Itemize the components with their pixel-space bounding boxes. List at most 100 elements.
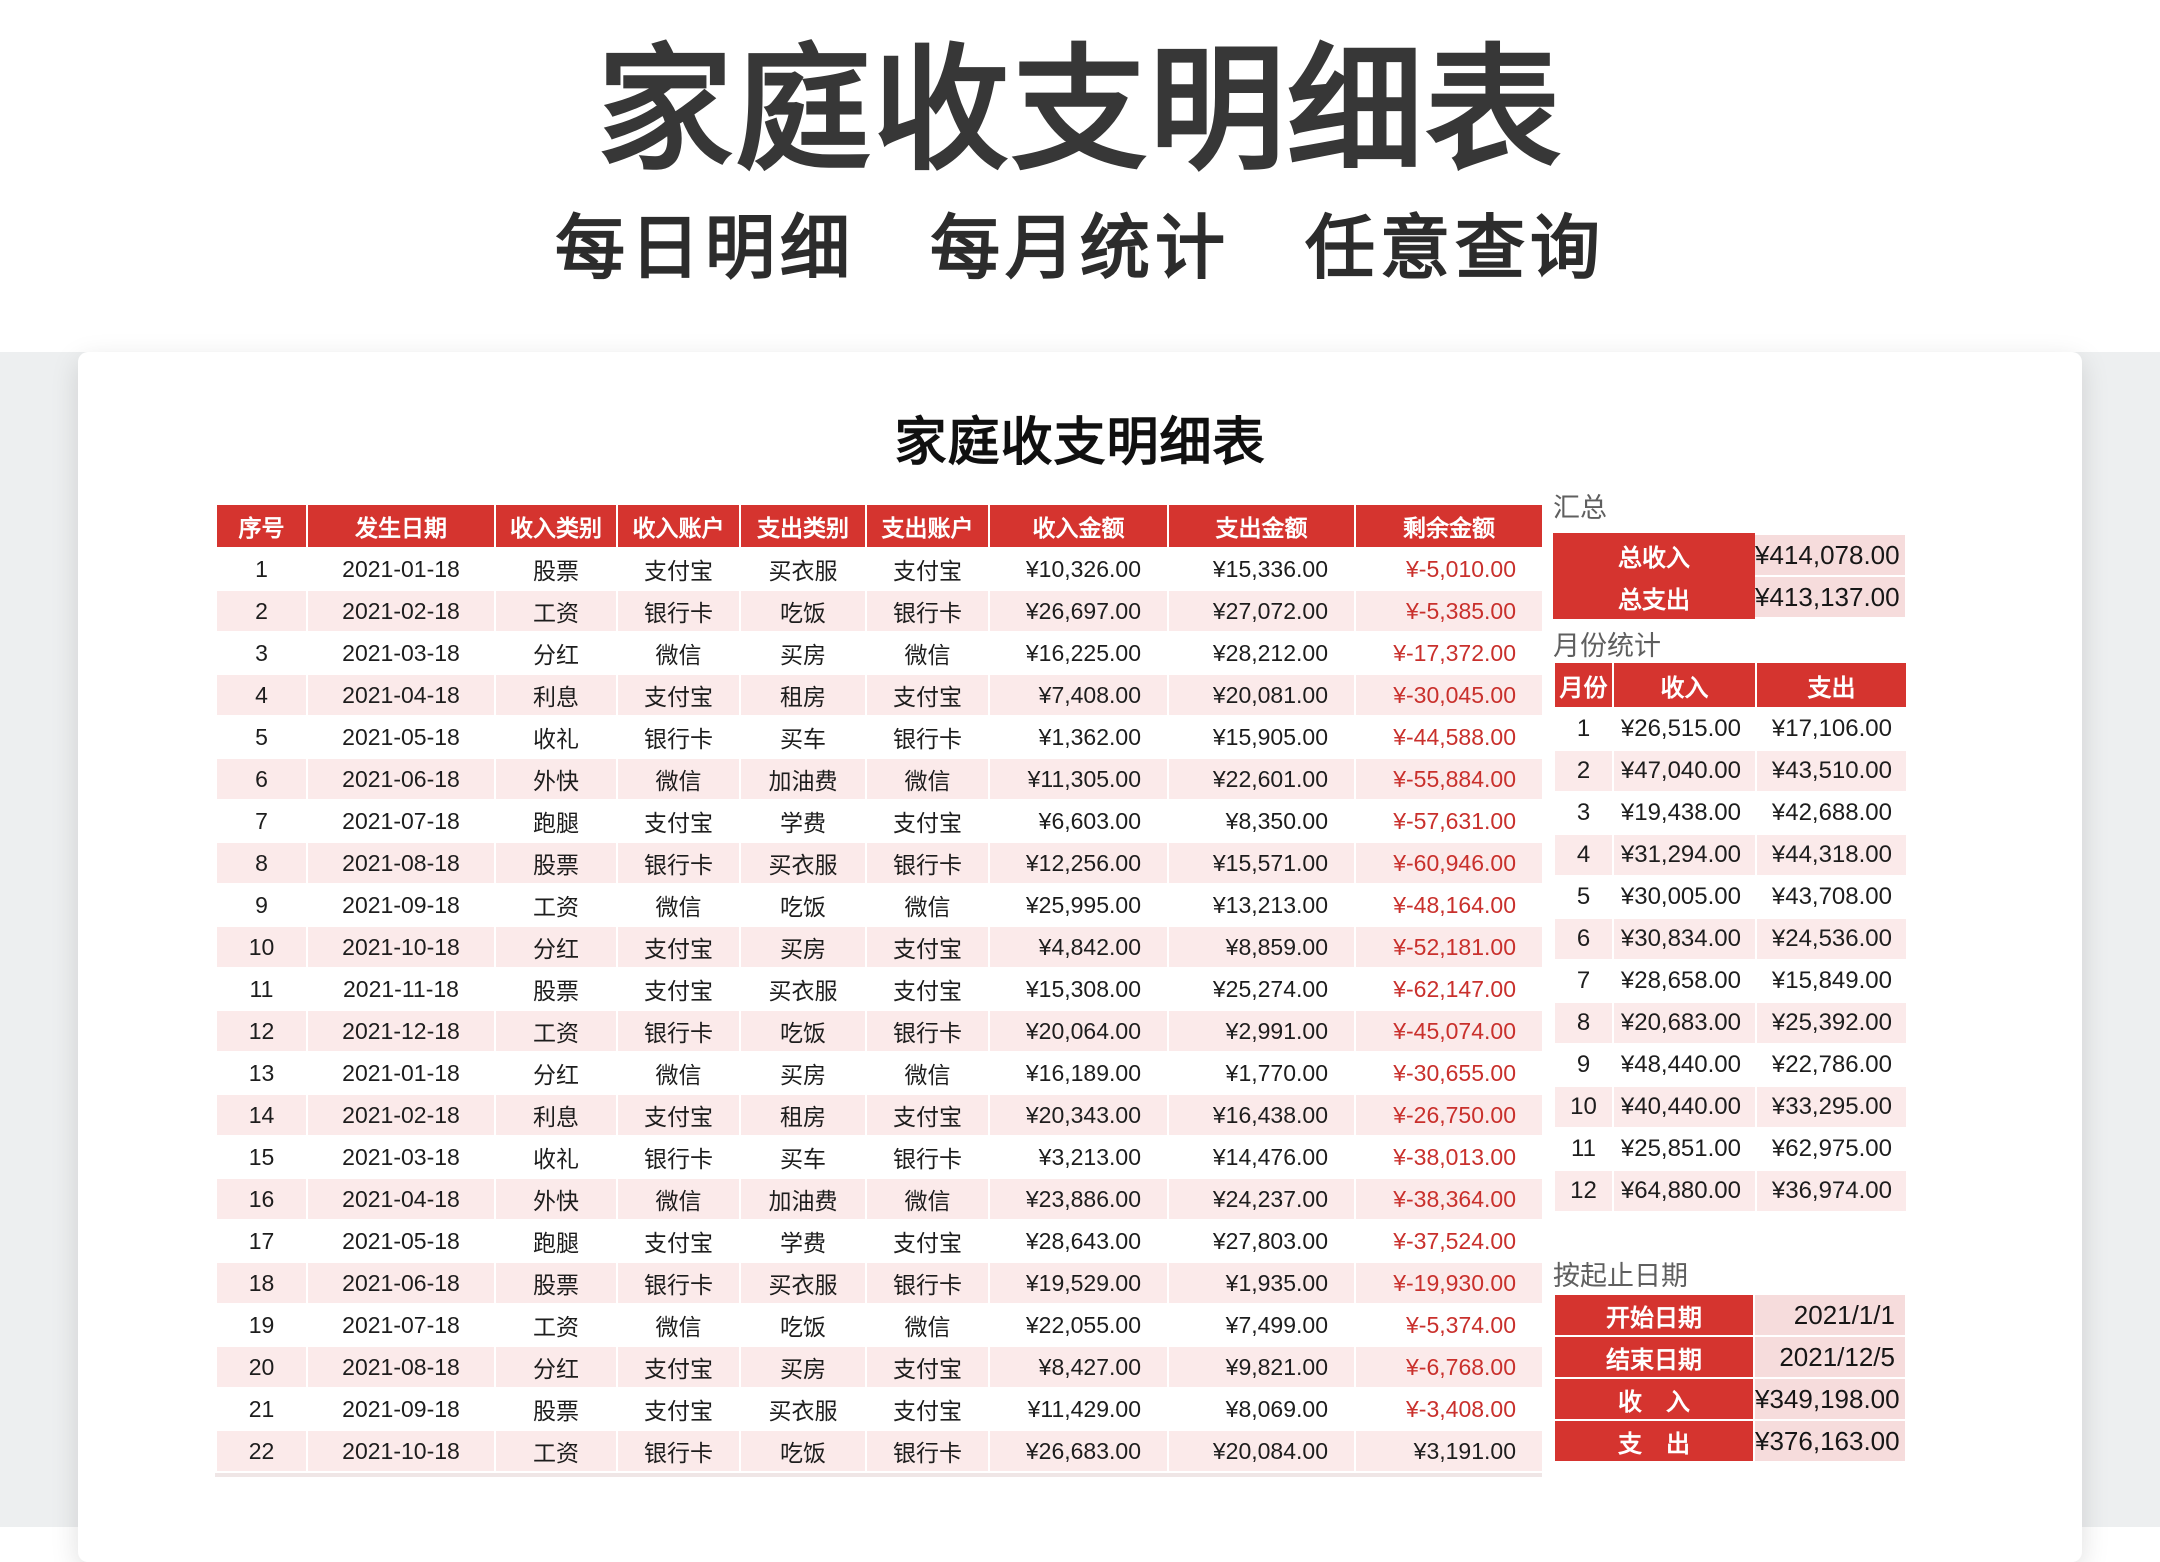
ledger-cell: ¥19,529.00 [988, 1261, 1169, 1305]
ledger-cell: ¥16,438.00 [1167, 1093, 1356, 1137]
monthly-month-cell: 2 [1553, 749, 1614, 793]
ledger-row: 9 2021-09-18 工资 微信 吃饭 微信 ¥25,995.00 ¥13,213.00 ¥… [215, 883, 1544, 927]
ledger-cell: 分红 [494, 1345, 618, 1389]
ledger-cell: 支付宝 [865, 1345, 990, 1389]
date-range-row: 结束日期 2021/12/5 [1553, 1335, 1907, 1379]
ledger-cell: 2021-07-18 [306, 799, 496, 843]
ledger-row: 2 2021-02-18 工资 银行卡 吃饭 银行卡 ¥26,697.00 ¥27,072.0… [215, 589, 1544, 633]
ledger-cell: 学费 [739, 1219, 867, 1263]
monthly-row: 2 ¥47,040.00 ¥43,510.00 [1553, 749, 1908, 793]
monthly-month-cell: 3 [1553, 791, 1614, 835]
ledger-cell: 银行卡 [616, 1429, 741, 1473]
summary-row-value: ¥413,137.00 [1753, 575, 1907, 619]
ledger-cell: 加油费 [739, 757, 867, 801]
monthly-income-cell: ¥30,005.00 [1612, 875, 1757, 919]
ledger-cell: 7 [215, 799, 308, 843]
ledger-cell: 4 [215, 673, 308, 717]
ledger-cell: 支付宝 [865, 1219, 990, 1263]
ledger-cell: ¥-17,372.00 [1354, 631, 1544, 675]
ledger-cell: ¥-38,364.00 [1354, 1177, 1544, 1221]
ledger-cell: ¥-6,768.00 [1354, 1345, 1544, 1389]
ledger-cell: ¥3,191.00 [1354, 1429, 1544, 1473]
date-range-row-label: 结束日期 [1553, 1335, 1755, 1379]
ledger-cell: 工资 [494, 589, 618, 633]
ledger-cell: ¥-45,074.00 [1354, 1009, 1544, 1053]
ledger-cell: ¥15,571.00 [1167, 841, 1356, 885]
summary-table: 总收入 ¥414,078.00 总支出 ¥413,137.00 [1553, 533, 1907, 619]
ledger-cell: 支付宝 [865, 673, 990, 717]
summary-row-label: 总收入 [1553, 533, 1755, 577]
ledger-cell: 12 [215, 1009, 308, 1053]
ledger-cell: 16 [215, 1177, 308, 1221]
ledger-cell: 吃饭 [739, 1429, 867, 1473]
ledger-cell: ¥26,697.00 [988, 589, 1169, 633]
monthly-month-cell: 10 [1553, 1085, 1614, 1129]
ledger-cell: ¥-37,524.00 [1354, 1219, 1544, 1263]
ledger-cell: ¥1,362.00 [988, 715, 1169, 759]
monthly-row: 12 ¥64,880.00 ¥36,974.00 [1553, 1169, 1908, 1213]
date-range-row-value: 2021/12/5 [1753, 1335, 1907, 1379]
ledger-cell: ¥16,225.00 [988, 631, 1169, 675]
ledger-cell: ¥10,326.00 [988, 547, 1169, 591]
ledger-cell: ¥-5,010.00 [1354, 547, 1544, 591]
ledger-cell: 银行卡 [865, 1135, 990, 1179]
ledger-cell: 2021-06-18 [306, 1261, 496, 1305]
ledger-cell: ¥2,991.00 [1167, 1009, 1356, 1053]
ledger-cell: 2021-01-18 [306, 1051, 496, 1095]
ledger-cell: 支付宝 [865, 799, 990, 843]
ledger-cell: 21 [215, 1387, 308, 1431]
ledger-cell: 股票 [494, 1387, 618, 1431]
ledger-cell: ¥-38,013.00 [1354, 1135, 1544, 1179]
ledger-cell: ¥25,274.00 [1167, 967, 1356, 1011]
ledger-cell: 18 [215, 1261, 308, 1305]
monthly-month-cell: 5 [1553, 875, 1614, 919]
monthly-column-header: 月份 [1553, 661, 1614, 709]
ledger-cell: 收礼 [494, 715, 618, 759]
monthly-income-cell: ¥48,440.00 [1612, 1043, 1757, 1087]
ledger-cell: ¥-48,164.00 [1354, 883, 1544, 927]
monthly-expense-cell: ¥15,849.00 [1755, 959, 1908, 1003]
ledger-cell: 支付宝 [616, 799, 741, 843]
ledger-cell: 买衣服 [739, 1261, 867, 1305]
monthly-expense-cell: ¥62,975.00 [1755, 1127, 1908, 1171]
ledger-cell: 分红 [494, 925, 618, 969]
ledger-cell: ¥11,429.00 [988, 1387, 1169, 1431]
ledger-cell: 8 [215, 841, 308, 885]
ledger-column-header: 序号 [215, 503, 308, 549]
ledger-cell: 5 [215, 715, 308, 759]
monthly-expense-cell: ¥24,536.00 [1755, 917, 1908, 961]
ledger-cell: 买房 [739, 1345, 867, 1389]
ledger-cell: ¥12,256.00 [988, 841, 1169, 885]
monthly-expense-cell: ¥43,510.00 [1755, 749, 1908, 793]
ledger-cell: 2021-05-18 [306, 715, 496, 759]
ledger-cell: 2021-08-18 [306, 1345, 496, 1389]
summary-row-label: 总支出 [1553, 575, 1755, 619]
ledger-cell: 2 [215, 589, 308, 633]
ledger-cell: 买车 [739, 1135, 867, 1179]
ledger-row: 8 2021-08-18 股票 银行卡 买衣服 银行卡 ¥12,256.00 ¥15,571.… [215, 841, 1544, 885]
ledger-cell: 支付宝 [616, 1219, 741, 1263]
date-range-row: 开始日期 2021/1/1 [1553, 1293, 1907, 1337]
ledger-cell: ¥-30,045.00 [1354, 673, 1544, 717]
ledger-row: 6 2021-06-18 外快 微信 加油费 微信 ¥11,305.00 ¥22,601.00… [215, 757, 1544, 801]
ledger-cell: 支付宝 [865, 967, 990, 1011]
monthly-expense-cell: ¥44,318.00 [1755, 833, 1908, 877]
ledger-cell: 2021-04-18 [306, 673, 496, 717]
monthly-month-cell: 1 [1553, 707, 1614, 751]
ledger-cell: ¥-5,385.00 [1354, 589, 1544, 633]
ledger-header-row: 序号 发生日期 收入类别 收入账户 支出类别 支出账户 收入金额 支出金额 剩余金额 [215, 503, 1544, 549]
ledger-cell: 银行卡 [616, 715, 741, 759]
ledger-row: 12 2021-12-18 工资 银行卡 吃饭 银行卡 ¥20,064.00 ¥2,991.0… [215, 1009, 1544, 1053]
ledger-column-header: 收入账户 [616, 503, 741, 549]
summary-row: 总收入 ¥414,078.00 [1553, 533, 1907, 577]
ledger-row: 21 2021-09-18 股票 支付宝 买衣服 支付宝 ¥11,429.00 ¥8,069.… [215, 1387, 1544, 1431]
monthly-table-body: 1 ¥26,515.00 ¥17,106.00 2 ¥47,040.00 ¥43,510.… [1553, 707, 1908, 1213]
ledger-row: 3 2021-03-18 分红 微信 买房 微信 ¥16,225.00 ¥28,212.00 ¥… [215, 631, 1544, 675]
summary-row-value: ¥414,078.00 [1753, 533, 1907, 577]
ledger-cell: 利息 [494, 673, 618, 717]
ledger-column-header: 支出账户 [865, 503, 990, 549]
ledger-cell: 支付宝 [616, 547, 741, 591]
ledger-table: 序号 发生日期 收入类别 收入账户 支出类别 支出账户 收入金额 支出金额 剩余金额 1 2021… [215, 503, 1544, 1473]
ledger-cell: 支付宝 [865, 925, 990, 969]
ledger-cell: ¥8,069.00 [1167, 1387, 1356, 1431]
